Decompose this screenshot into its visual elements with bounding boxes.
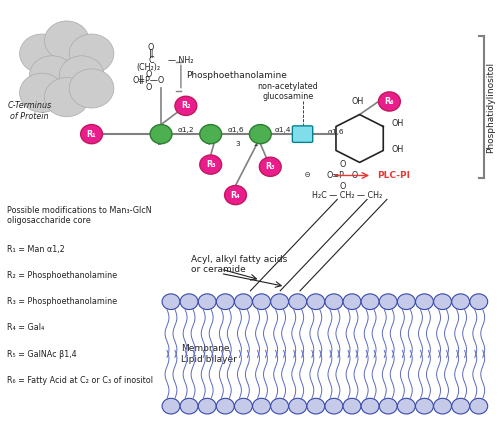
Circle shape bbox=[470, 294, 488, 310]
Circle shape bbox=[470, 398, 488, 414]
Text: ‖: ‖ bbox=[148, 49, 154, 58]
Text: 2: 2 bbox=[253, 141, 258, 147]
Text: OH: OH bbox=[392, 119, 404, 128]
Text: H₂C — CH₂ — CH₂: H₂C — CH₂ — CH₂ bbox=[312, 191, 382, 200]
FancyBboxPatch shape bbox=[292, 126, 312, 142]
Text: 3: 3 bbox=[236, 141, 240, 147]
Circle shape bbox=[60, 56, 104, 95]
Text: Acyl, alkyl fatty acids
or ceramide: Acyl, alkyl fatty acids or ceramide bbox=[191, 255, 287, 274]
Circle shape bbox=[69, 69, 114, 108]
Circle shape bbox=[416, 398, 434, 414]
Text: O: O bbox=[146, 83, 152, 92]
Circle shape bbox=[234, 398, 252, 414]
Circle shape bbox=[343, 294, 361, 310]
Text: R₂: R₂ bbox=[181, 101, 190, 110]
Text: R₃: R₃ bbox=[266, 162, 275, 171]
Circle shape bbox=[361, 398, 379, 414]
Circle shape bbox=[307, 294, 325, 310]
Circle shape bbox=[452, 398, 469, 414]
Text: Phosphoethanolamine: Phosphoethanolamine bbox=[186, 71, 286, 80]
Circle shape bbox=[224, 185, 246, 205]
Circle shape bbox=[452, 294, 469, 310]
Circle shape bbox=[234, 294, 252, 310]
Circle shape bbox=[200, 124, 222, 144]
Circle shape bbox=[361, 294, 379, 310]
Text: O: O bbox=[148, 42, 154, 52]
Circle shape bbox=[80, 124, 102, 144]
Circle shape bbox=[398, 398, 415, 414]
Circle shape bbox=[216, 294, 234, 310]
Text: C: C bbox=[148, 56, 154, 65]
Text: PLC-PI: PLC-PI bbox=[377, 171, 410, 180]
Text: non-acetylated
glucosamine: non-acetylated glucosamine bbox=[258, 82, 318, 102]
Circle shape bbox=[69, 34, 114, 73]
Text: Θ: Θ bbox=[305, 173, 310, 178]
Circle shape bbox=[175, 96, 197, 116]
Circle shape bbox=[416, 294, 434, 310]
Circle shape bbox=[434, 294, 452, 310]
Circle shape bbox=[325, 294, 343, 310]
Circle shape bbox=[260, 157, 281, 177]
Text: R₅ = GalNAc β1,4: R₅ = GalNAc β1,4 bbox=[7, 350, 77, 359]
Text: — NH₂: — NH₂ bbox=[168, 56, 194, 65]
Text: α1,2: α1,2 bbox=[178, 127, 194, 133]
Text: 4: 4 bbox=[206, 140, 210, 146]
Circle shape bbox=[216, 398, 234, 414]
Text: R₁ = Man α1,2: R₁ = Man α1,2 bbox=[7, 245, 65, 254]
Circle shape bbox=[343, 398, 361, 414]
Text: O: O bbox=[339, 182, 345, 191]
Circle shape bbox=[270, 294, 288, 310]
Circle shape bbox=[200, 155, 222, 174]
Text: OH: OH bbox=[351, 97, 364, 106]
Text: Membrane
Lipid bilayer: Membrane Lipid bilayer bbox=[181, 344, 237, 364]
Circle shape bbox=[30, 56, 74, 95]
Text: Phosphatidylinositol: Phosphatidylinositol bbox=[486, 62, 495, 153]
Circle shape bbox=[20, 73, 64, 113]
Text: α1,6: α1,6 bbox=[228, 127, 244, 133]
Text: O=P—O: O=P—O bbox=[132, 76, 165, 85]
Circle shape bbox=[434, 398, 452, 414]
Text: 6: 6 bbox=[156, 140, 161, 146]
Circle shape bbox=[252, 294, 270, 310]
Circle shape bbox=[180, 294, 198, 310]
Text: R₂ = Phosphoethanolamine: R₂ = Phosphoethanolamine bbox=[7, 271, 117, 280]
Text: R₄ = Gal₄: R₄ = Gal₄ bbox=[7, 323, 44, 332]
Text: O: O bbox=[146, 70, 152, 78]
Circle shape bbox=[252, 398, 270, 414]
Circle shape bbox=[44, 21, 89, 60]
Circle shape bbox=[162, 398, 180, 414]
Text: Possible modifications to Man₃-GlcN
oligosaccharide core: Possible modifications to Man₃-GlcN olig… bbox=[7, 206, 152, 225]
Text: R₆: R₆ bbox=[384, 97, 394, 106]
Text: OH: OH bbox=[392, 145, 404, 154]
Circle shape bbox=[162, 294, 180, 310]
Circle shape bbox=[398, 294, 415, 310]
Circle shape bbox=[289, 398, 306, 414]
Text: R₆ = Fatty Acid at C₂ or C₃ of inositol: R₆ = Fatty Acid at C₂ or C₃ of inositol bbox=[7, 376, 153, 385]
Text: R₅: R₅ bbox=[206, 160, 216, 169]
Text: O: O bbox=[339, 160, 345, 169]
Text: ‖: ‖ bbox=[139, 75, 143, 84]
Circle shape bbox=[270, 398, 288, 414]
Text: R₄: R₄ bbox=[230, 191, 240, 200]
Circle shape bbox=[44, 78, 89, 117]
Circle shape bbox=[289, 294, 306, 310]
Text: C-Terminus
of Protein: C-Terminus of Protein bbox=[8, 102, 52, 121]
Circle shape bbox=[325, 398, 343, 414]
Circle shape bbox=[307, 398, 325, 414]
Text: (CH₂)₂: (CH₂)₂ bbox=[136, 63, 160, 72]
Circle shape bbox=[378, 92, 400, 111]
Text: R₁: R₁ bbox=[86, 130, 97, 139]
Circle shape bbox=[198, 294, 216, 310]
Circle shape bbox=[198, 398, 216, 414]
Circle shape bbox=[380, 294, 397, 310]
Text: α1,6: α1,6 bbox=[328, 129, 344, 135]
Circle shape bbox=[150, 124, 172, 144]
Circle shape bbox=[380, 398, 397, 414]
Text: O=P—O: O=P—O bbox=[326, 171, 358, 180]
Circle shape bbox=[180, 398, 198, 414]
Circle shape bbox=[20, 34, 64, 73]
Circle shape bbox=[250, 124, 272, 144]
Text: R₃ = Phosphoethanolamine: R₃ = Phosphoethanolamine bbox=[7, 297, 117, 306]
Text: α1,4: α1,4 bbox=[274, 127, 291, 133]
